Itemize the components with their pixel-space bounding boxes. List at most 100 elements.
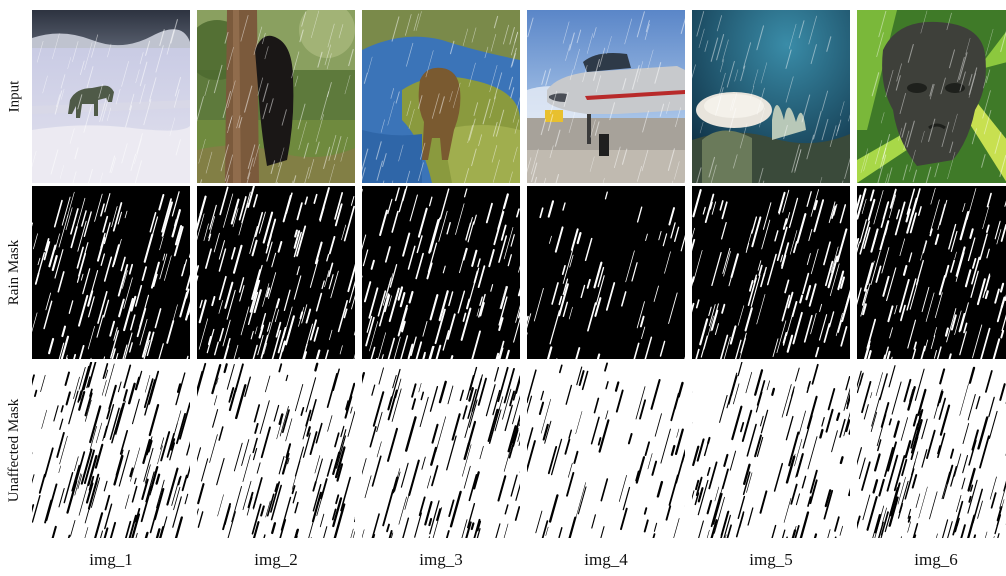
rain-streak [907, 319, 917, 349]
rain-streak [345, 400, 349, 410]
rain-streak [544, 420, 552, 444]
rain-streak [253, 496, 258, 510]
rain-streak [60, 88, 65, 100]
rain-streak [309, 431, 318, 456]
rain-streak [508, 76, 513, 90]
rain-streak [881, 247, 890, 274]
rain-streak [242, 454, 251, 482]
rain-streak [877, 154, 887, 183]
rain-streak [305, 308, 312, 324]
rain-streak [719, 394, 728, 423]
rain-streak [658, 231, 662, 241]
rain-streak [324, 44, 332, 66]
rain-streak [315, 422, 323, 444]
rain-streak [197, 508, 199, 516]
rain-streak [982, 90, 991, 119]
rain-streak [566, 471, 575, 497]
rain-streak [399, 292, 406, 308]
rain-streak [696, 167, 702, 183]
rain-streak [698, 28, 705, 49]
rain-streak [848, 114, 850, 122]
rain-streak [142, 438, 151, 465]
unaffected-mask-2 [197, 362, 355, 538]
rain-streak [743, 463, 751, 485]
rain-streak [348, 280, 355, 303]
rain-streak [652, 533, 656, 538]
rain-streak [808, 228, 813, 242]
rain-streak [866, 495, 878, 531]
rain-streak [815, 346, 820, 358]
rain-streak [42, 75, 48, 94]
rain-streak [309, 319, 318, 341]
rain-streak [177, 475, 182, 486]
rain-streak [510, 47, 517, 68]
rain-streak [901, 458, 908, 477]
rain-streak [807, 436, 818, 470]
rain-streak [948, 223, 957, 250]
rain-streak [914, 368, 925, 401]
rain-streak [790, 483, 798, 505]
rain-streak [160, 431, 171, 462]
rain-streak [213, 395, 218, 406]
rain-streak [758, 264, 763, 276]
rain-streak [739, 337, 747, 359]
rain-streak [287, 457, 290, 465]
rain-streak [829, 263, 840, 297]
rain-streak [857, 241, 861, 253]
rain-streak [957, 258, 963, 271]
rain-streak [111, 206, 118, 228]
rain-streak [831, 205, 837, 219]
rain-streak [893, 455, 906, 492]
rain-streak [226, 364, 235, 390]
rain-streak [384, 294, 391, 313]
rain-streak [148, 77, 157, 102]
rain-streak [577, 486, 587, 515]
rain-streak [60, 405, 64, 413]
rain-streak [141, 478, 149, 501]
rain-streak [398, 496, 407, 525]
rain-streak [812, 110, 822, 140]
rain-streak [97, 291, 108, 324]
rain-streak [316, 486, 326, 516]
rain-streak [668, 292, 678, 324]
rain-streak [395, 378, 402, 399]
rain-streak [135, 507, 141, 523]
rain-streak [228, 117, 232, 129]
rain-streak [50, 149, 59, 175]
rain-streak [870, 392, 873, 399]
rain-streak [941, 471, 950, 500]
rain-streak [882, 275, 890, 297]
rain-streak [925, 292, 935, 322]
rain-streak [83, 105, 92, 133]
rain-streak [278, 455, 285, 475]
rain-streak [751, 216, 762, 248]
rain-streak [730, 253, 739, 279]
rain-streak [670, 222, 676, 239]
rain-streak [262, 83, 269, 103]
rain-streak [750, 274, 761, 307]
rain-streak [158, 343, 164, 359]
rain-streak [395, 91, 400, 104]
rain-streak [594, 297, 602, 317]
rain-streak [338, 24, 344, 39]
rain-streak [175, 139, 181, 156]
rain-streak [427, 242, 438, 273]
rain-streak [320, 91, 330, 120]
rain-streak [160, 516, 168, 538]
rain-streak [143, 340, 150, 359]
rain-streak [509, 27, 515, 45]
rain-streak [387, 396, 393, 411]
rain-streak [294, 383, 304, 412]
rain-streak [375, 141, 382, 160]
rain-streak [271, 522, 277, 535]
rain-streak [329, 164, 335, 183]
rain-streak [385, 273, 394, 298]
rain-streak [476, 528, 481, 538]
rain-streak [442, 265, 446, 274]
rain-streak [296, 225, 307, 257]
rain-streak [729, 450, 737, 471]
rain-streak [234, 363, 244, 393]
rain-streak [326, 458, 333, 477]
rain-streak [281, 409, 290, 434]
